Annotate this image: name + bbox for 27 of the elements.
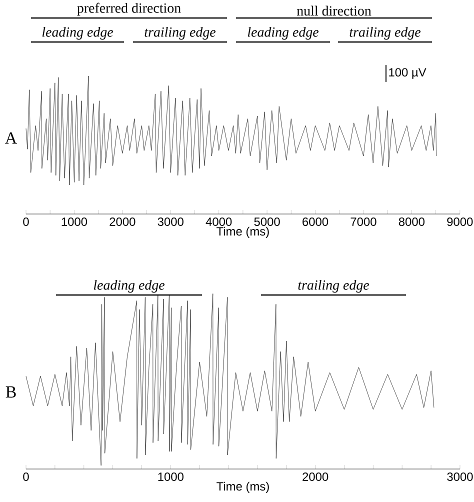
annotation: 100 µV — [389, 68, 426, 79]
x-tick-label: 0 — [23, 472, 29, 481]
text: leading edge — [94, 280, 165, 293]
text: trailing edge — [350, 26, 421, 40]
x-tick-label: 9000 — [447, 218, 473, 226]
x-axis-title: Time (ms) — [216, 482, 269, 493]
text: B — [6, 386, 16, 398]
text: trailing edge — [298, 280, 370, 293]
text: trailing edge — [144, 26, 216, 40]
x-tick-label: 2000 — [110, 218, 136, 226]
x-tick-label: 1000 — [62, 218, 88, 226]
x-tick-label: 6000 — [302, 218, 328, 226]
x-axis-title: Time (ms) — [216, 226, 269, 238]
x-tick-label: 8000 — [398, 218, 425, 226]
text: leading edge — [42, 26, 114, 40]
text: A — [5, 132, 17, 144]
x-tick-label: 0 — [23, 218, 29, 226]
text: null direction — [296, 6, 372, 16]
x-tick-label: 3000 — [447, 472, 473, 481]
x-tick-label: 5000 — [254, 218, 280, 226]
x-tick-label: 3000 — [158, 218, 184, 226]
x-tick-label: 2000 — [302, 472, 328, 481]
x-tick-label: 4000 — [206, 218, 232, 226]
text: preferred direction — [77, 2, 181, 16]
x-tick-label: 1000 — [158, 472, 184, 481]
x-tick-label: 7000 — [350, 218, 376, 226]
text: leading edge — [248, 26, 319, 40]
